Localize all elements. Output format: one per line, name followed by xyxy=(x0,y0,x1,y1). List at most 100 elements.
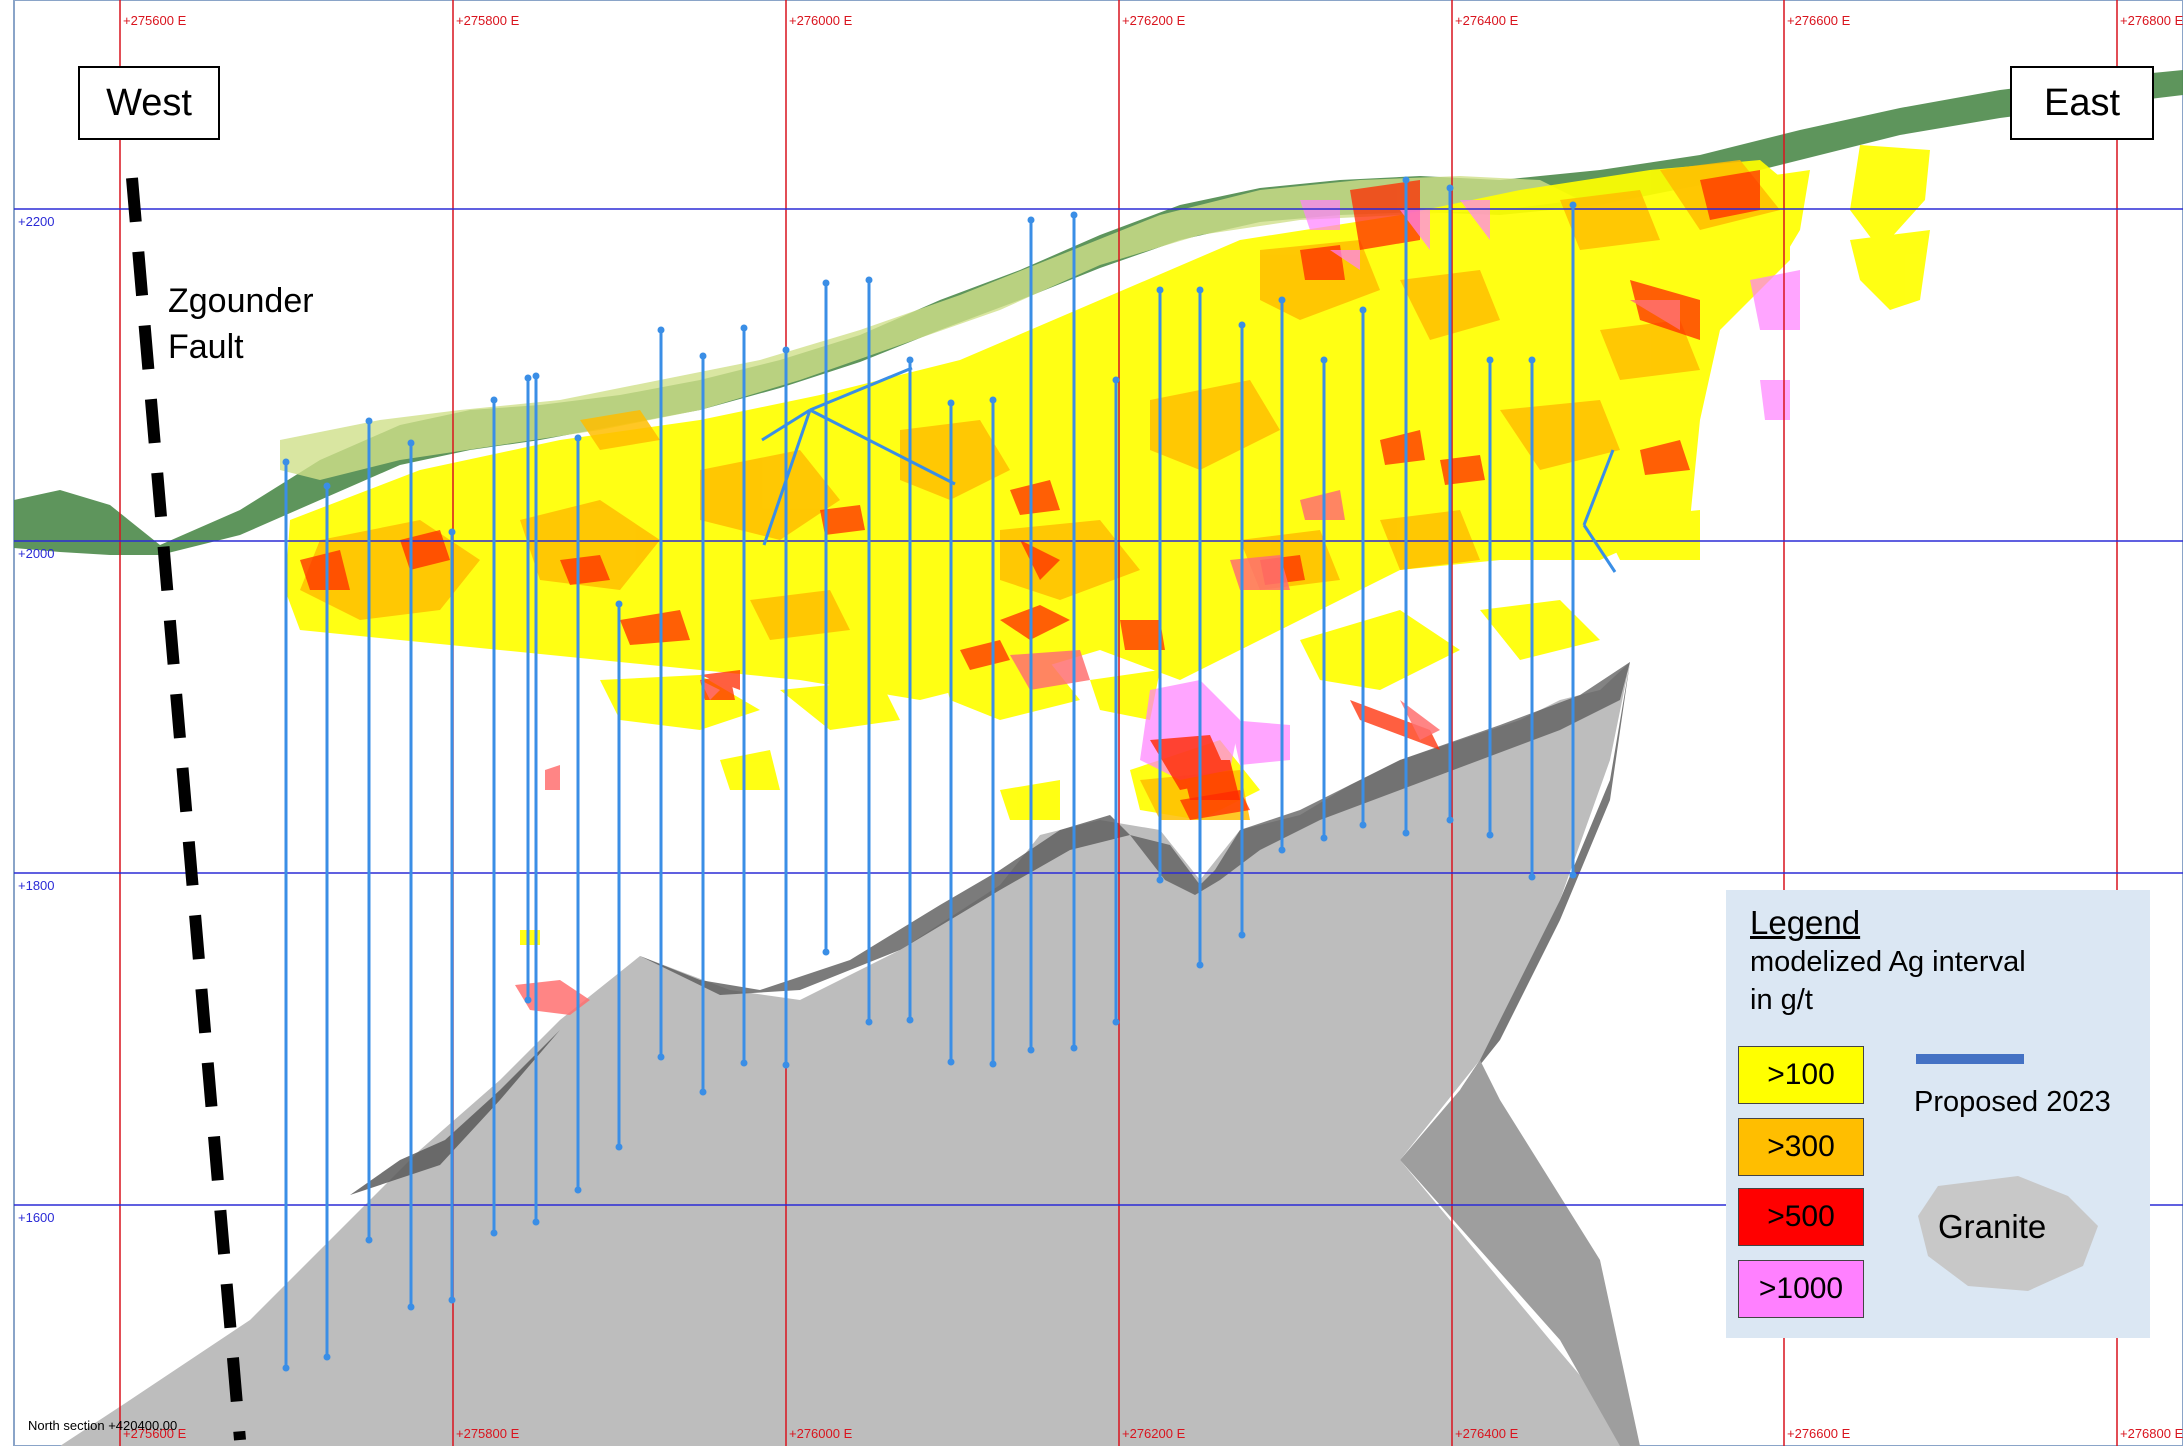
drillhole-end-marker xyxy=(989,1060,997,1068)
inclined-drillhole xyxy=(1582,524,1617,573)
easting-tick-label-bottom: +276800 E xyxy=(2120,1426,2183,1441)
drillhole-end-marker xyxy=(524,374,532,382)
legend-subtitle-line2: in g/t xyxy=(1750,984,1813,1016)
drillhole-end-marker xyxy=(906,1016,914,1024)
drillhole-end-marker xyxy=(1402,829,1410,837)
easting-tick-label-top: +275800 E xyxy=(456,13,520,28)
drillhole-end-marker xyxy=(1486,831,1494,839)
drillhole-end-marker xyxy=(822,279,830,287)
drillhole-end-marker xyxy=(1359,306,1367,314)
elevation-tick-label: +2200 xyxy=(18,214,55,229)
drillhole-end-marker xyxy=(1320,834,1328,842)
drillhole-end-marker xyxy=(615,600,623,608)
inclined-drillhole xyxy=(761,408,811,442)
easting-tick-label-top: +275600 E xyxy=(123,13,187,28)
legend-subtitle-line1: modelized Ag interval xyxy=(1750,946,2026,978)
easting-tick-label-bottom: +275800 E xyxy=(456,1426,520,1441)
drillhole-end-marker xyxy=(740,324,748,332)
drillhole-end-marker xyxy=(1486,356,1494,364)
drillhole-end-marker xyxy=(448,528,456,536)
elevation-tick-label: +1600 xyxy=(18,1210,55,1225)
drillhole-end-marker xyxy=(699,1088,707,1096)
inclined-drillhole xyxy=(1582,449,1615,526)
drillhole-end-marker xyxy=(1156,876,1164,884)
drillhole-end-marker xyxy=(1156,286,1164,294)
drillhole-end-marker xyxy=(407,1303,415,1311)
drillhole-end-marker xyxy=(1027,1046,1035,1054)
drillhole-end-marker xyxy=(1070,211,1078,219)
west-label: West xyxy=(78,66,220,140)
drillhole-end-marker xyxy=(1070,1044,1078,1052)
drillhole-end-marker xyxy=(1446,816,1454,824)
drillhole-end-marker xyxy=(448,1296,456,1304)
drillhole-end-marker xyxy=(865,276,873,284)
proposed-drillholes xyxy=(282,176,1617,1372)
easting-tick-label-top: +276000 E xyxy=(789,13,853,28)
north-section-label: North section +420400.00 xyxy=(28,1418,178,1433)
easting-tick-label-top: +276600 E xyxy=(1787,13,1851,28)
elevation-tick-label: +2000 xyxy=(18,546,55,561)
easting-tick-label-bottom: +276200 E xyxy=(1122,1426,1186,1441)
legend-title: Legend xyxy=(1750,904,1861,941)
drillhole-end-marker xyxy=(407,439,415,447)
drillhole-end-marker xyxy=(532,372,540,380)
drillhole-end-marker xyxy=(365,1236,373,1244)
drillhole-end-marker xyxy=(1238,321,1246,329)
proposed-drillhole-symbol xyxy=(1916,1054,2024,1064)
elevation-tick-label: +1800 xyxy=(18,878,55,893)
easting-tick-label-bottom: +276600 E xyxy=(1787,1426,1851,1441)
drillhole-end-marker xyxy=(1402,176,1410,184)
drillhole-end-marker xyxy=(1446,184,1454,192)
drillhole-end-marker xyxy=(782,1061,790,1069)
east-label: East xyxy=(2010,66,2154,140)
zgounder-fault-line xyxy=(126,177,246,1441)
granite-body xyxy=(60,662,1640,1446)
legend-proposed-label: Proposed 2023 xyxy=(1914,1086,2111,1118)
drillhole-end-marker xyxy=(282,1364,290,1372)
drillhole-end-marker xyxy=(657,1053,665,1061)
grid-labels: +275600 E +275600 E +275800 E +275800 E +276… xyxy=(18,13,2183,1441)
drillhole-end-marker xyxy=(947,1058,955,1066)
legend-swatch-500: >500 xyxy=(1738,1188,1864,1246)
drillhole-end-marker xyxy=(524,996,532,1004)
legend-panel: Legend modelized Ag interval in g/t >100… xyxy=(1726,890,2150,1338)
drillhole-end-marker xyxy=(1238,931,1246,939)
easting-tick-label-bottom: +275600 E xyxy=(123,1426,187,1441)
fault-label-line2: Fault xyxy=(168,328,244,366)
legend-swatch-300: >300 xyxy=(1738,1118,1864,1176)
drillhole-end-marker xyxy=(699,352,707,360)
drillhole-end-marker xyxy=(490,1229,498,1237)
drillhole-end-marker xyxy=(989,396,997,404)
easting-tick-label-top: +276800 E xyxy=(2120,13,2183,28)
drillhole-end-marker xyxy=(323,482,331,490)
drillhole-end-marker xyxy=(906,356,914,364)
drillhole-end-marker xyxy=(532,1218,540,1226)
drillhole-end-marker xyxy=(1569,871,1577,879)
drillhole-end-marker xyxy=(657,326,665,334)
inclined-drillhole xyxy=(809,408,956,486)
drillhole-end-marker xyxy=(615,1143,623,1151)
easting-tick-label-top: +276400 E xyxy=(1455,13,1519,28)
drillhole-end-marker xyxy=(1569,201,1577,209)
drillhole-end-marker xyxy=(1027,216,1035,224)
drillhole-end-marker xyxy=(740,1059,748,1067)
legend-granite-label: Granite xyxy=(1938,1208,2047,1245)
drillhole-end-marker xyxy=(822,948,830,956)
drillhole-end-marker xyxy=(1196,961,1204,969)
easting-tick-label-bottom: +276400 E xyxy=(1455,1426,1519,1441)
drillhole-end-marker xyxy=(282,458,290,466)
legend-swatch-100: >100 xyxy=(1738,1046,1864,1104)
drillhole-end-marker xyxy=(323,1353,331,1361)
drillhole-end-marker xyxy=(1320,356,1328,364)
drillhole-end-marker xyxy=(1278,846,1286,854)
drillhole-end-marker xyxy=(574,1186,582,1194)
inclined-drillhole xyxy=(762,409,812,546)
drillhole-end-marker xyxy=(1196,286,1204,294)
drillhole-end-marker xyxy=(947,399,955,407)
drillhole-end-marker xyxy=(1528,873,1536,881)
drillhole-end-marker xyxy=(574,434,582,442)
fault-label-line1: Zgounder xyxy=(168,282,314,320)
drillhole-end-marker xyxy=(782,346,790,354)
